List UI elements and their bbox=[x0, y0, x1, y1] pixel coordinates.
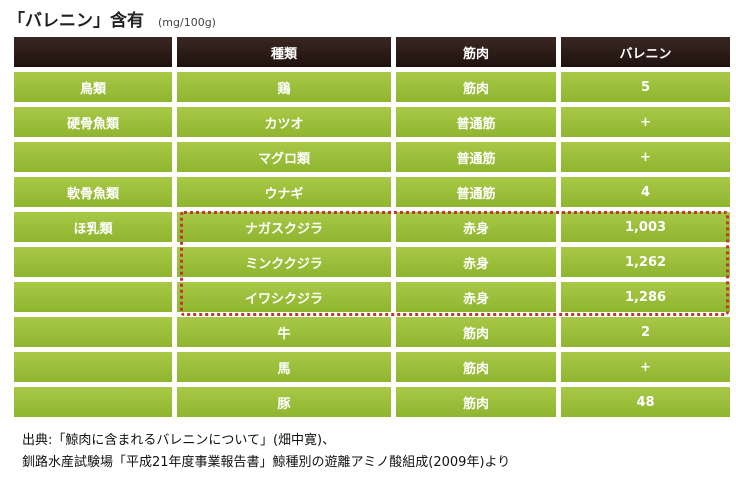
table-row: 牛 筋肉 2 bbox=[14, 317, 730, 347]
cell-type: マグロ類 bbox=[177, 142, 391, 172]
cell-category bbox=[14, 247, 172, 277]
cell-muscle: 普通筋 bbox=[396, 142, 556, 172]
table-row: 馬 筋肉 + bbox=[14, 352, 730, 382]
cell-category bbox=[14, 387, 172, 417]
cell-muscle: 赤身 bbox=[396, 282, 556, 312]
source-citation: 出典:「鯨肉に含まれるバレニンについて」(畑中寛)、 釧路水産試験場「平成21年… bbox=[22, 430, 510, 474]
unit-label: (mg/100g) bbox=[158, 16, 216, 29]
cell-muscle: 赤身 bbox=[396, 247, 556, 277]
cell-balenine: + bbox=[561, 142, 730, 172]
cell-type: 牛 bbox=[177, 317, 391, 347]
cell-muscle: 赤身 bbox=[396, 212, 556, 242]
page-title: 「バレニン」含有 (mg/100g) bbox=[8, 6, 216, 31]
cell-category: 硬骨魚類 bbox=[14, 107, 172, 137]
table-header-row: 種類 筋肉 バレニン bbox=[14, 37, 730, 67]
cell-balenine: 1,003 bbox=[561, 212, 730, 242]
cell-balenine: 1,262 bbox=[561, 247, 730, 277]
cell-balenine: 48 bbox=[561, 387, 730, 417]
table-row: 鳥類 鶏 筋肉 5 bbox=[14, 72, 730, 102]
cell-muscle: 筋肉 bbox=[396, 72, 556, 102]
cell-type: 馬 bbox=[177, 352, 391, 382]
cell-category bbox=[14, 142, 172, 172]
cell-balenine: + bbox=[561, 352, 730, 382]
cell-muscle: 普通筋 bbox=[396, 107, 556, 137]
cell-type: 豚 bbox=[177, 387, 391, 417]
source-line-2: 釧路水産試験場「平成21年度事業報告書」鯨種別の遊離アミノ酸組成(2009年)よ… bbox=[22, 455, 511, 470]
table-row: ミンククジラ 赤身 1,262 bbox=[14, 247, 730, 277]
cell-type: ミンククジラ bbox=[177, 247, 391, 277]
header-cell-type: 種類 bbox=[177, 37, 391, 67]
title-text: 「バレニン」含有 bbox=[8, 11, 144, 31]
cell-type: 鶏 bbox=[177, 72, 391, 102]
cell-balenine: 2 bbox=[561, 317, 730, 347]
balenine-table: 種類 筋肉 バレニン 鳥類 鶏 筋肉 5 硬骨魚類 カツオ 普通筋 + マグロ類… bbox=[14, 37, 730, 422]
table-row: 軟骨魚類 ウナギ 普通筋 4 bbox=[14, 177, 730, 207]
cell-category: ほ乳類 bbox=[14, 212, 172, 242]
header-cell-category bbox=[14, 37, 172, 67]
cell-balenine: + bbox=[561, 107, 730, 137]
cell-category bbox=[14, 317, 172, 347]
table-row: イワシクジラ 赤身 1,286 bbox=[14, 282, 730, 312]
cell-type: カツオ bbox=[177, 107, 391, 137]
table-row: 硬骨魚類 カツオ 普通筋 + bbox=[14, 107, 730, 137]
header-cell-muscle: 筋肉 bbox=[396, 37, 556, 67]
header-cell-balenine: バレニン bbox=[561, 37, 730, 67]
cell-balenine: 1,286 bbox=[561, 282, 730, 312]
cell-type: ウナギ bbox=[177, 177, 391, 207]
cell-muscle: 普通筋 bbox=[396, 177, 556, 207]
cell-muscle: 筋肉 bbox=[396, 352, 556, 382]
cell-type: イワシクジラ bbox=[177, 282, 391, 312]
table-row: ほ乳類 ナガスクジラ 赤身 1,003 bbox=[14, 212, 730, 242]
cell-category bbox=[14, 282, 172, 312]
cell-balenine: 5 bbox=[561, 72, 730, 102]
cell-type: ナガスクジラ bbox=[177, 212, 391, 242]
source-line-1: 出典:「鯨肉に含まれるバレニンについて」(畑中寛)、 bbox=[22, 433, 336, 448]
table-row: マグロ類 普通筋 + bbox=[14, 142, 730, 172]
cell-muscle: 筋肉 bbox=[396, 317, 556, 347]
cell-category: 鳥類 bbox=[14, 72, 172, 102]
cell-category: 軟骨魚類 bbox=[14, 177, 172, 207]
cell-muscle: 筋肉 bbox=[396, 387, 556, 417]
table-row: 豚 筋肉 48 bbox=[14, 387, 730, 417]
cell-category bbox=[14, 352, 172, 382]
cell-balenine: 4 bbox=[561, 177, 730, 207]
